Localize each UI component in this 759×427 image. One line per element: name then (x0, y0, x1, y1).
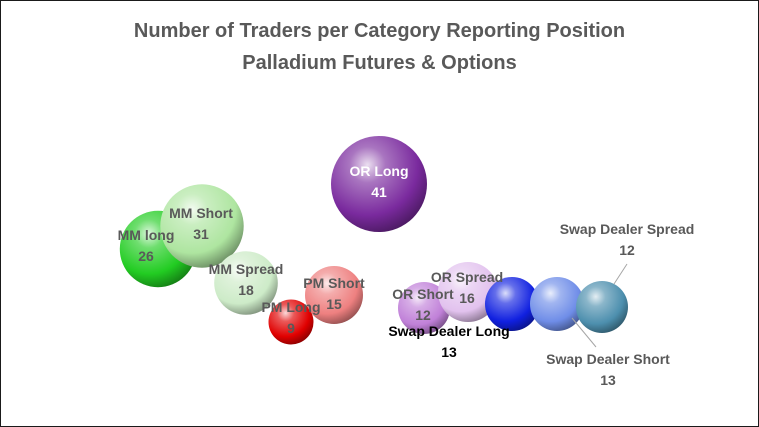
bubble-swap-dealer-short (530, 277, 584, 331)
bubble-pm-short (305, 266, 363, 324)
bubble-label-name: Swap Dealer Long (388, 323, 509, 339)
bubble-or-short (398, 282, 450, 334)
bubble-label-value: 31 (193, 226, 209, 242)
bubble-label-value: 13 (441, 344, 457, 360)
bubble-label-value: 41 (371, 184, 387, 200)
bubble-swap-dealer-long (485, 277, 539, 331)
bubble-mm-short (160, 184, 244, 268)
bubble-label-name: OR Long (349, 163, 408, 179)
bubble-label-name: PM Long (261, 299, 320, 315)
bubble-label-value: 16 (459, 290, 475, 306)
bubble-or-long (331, 136, 427, 232)
leader-line (571, 317, 597, 348)
bubble-label-name: PM Short (303, 275, 365, 291)
bubble-pm-long (268, 299, 314, 345)
bubble-label-value: 26 (138, 248, 154, 264)
bubble-label-value: 18 (238, 282, 254, 298)
bubble-label-value: 9 (287, 320, 295, 336)
bubble-label-value: 13 (600, 372, 616, 388)
bubble-or-spread (438, 262, 498, 322)
bubble-label-name: MM Short (169, 205, 233, 221)
chart-title: Number of Traders per Category Reporting… (133, 20, 626, 42)
bubble-mm-spread (214, 251, 278, 315)
bubble-label-value: 12 (415, 307, 431, 323)
leader-line (613, 263, 628, 285)
bubble-label-name: Swap Dealer Spread (560, 221, 695, 237)
bubble-label-name: Swap Dealer Short (546, 351, 670, 367)
bubble-label-name: MM long (118, 227, 175, 243)
bubble-label-value: 15 (326, 296, 342, 312)
bubble-label-name: OR Spread (431, 269, 503, 285)
bubble-swap-dealer-spread (576, 281, 628, 333)
bubble-label-name: MM Spread (209, 261, 284, 277)
bubble-label-name: OR Short (392, 286, 454, 302)
chart-subtitle: Palladium Futures & Options (242, 52, 517, 74)
bubble-label-value: 12 (619, 242, 635, 258)
